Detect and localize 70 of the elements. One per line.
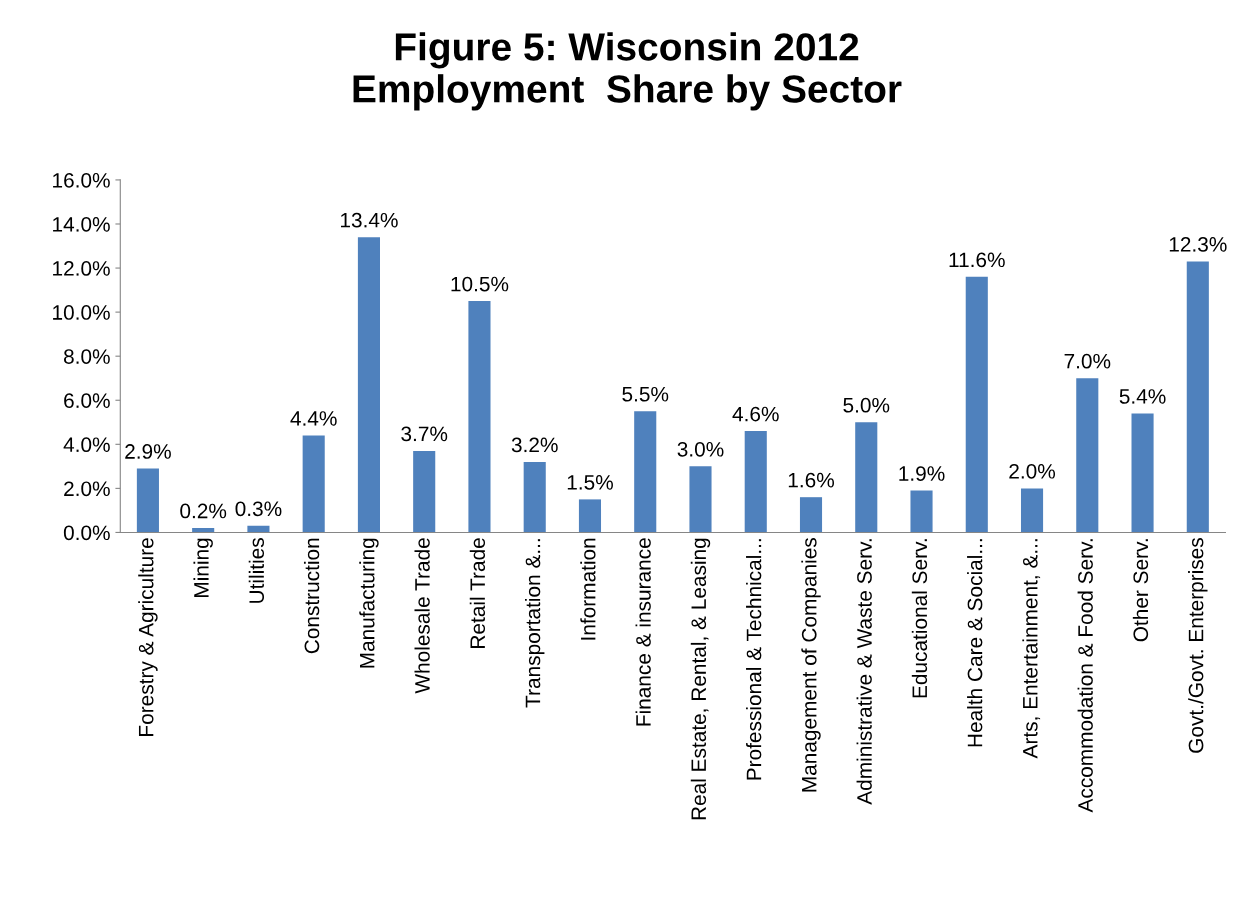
data-label: 12.3% [1169, 237, 1227, 252]
y-tick-label: 8.0% [63, 349, 110, 364]
data-label: 0.2% [180, 503, 227, 519]
data-label: 13.4% [341, 212, 398, 228]
y-tick-label: 6.0% [64, 393, 110, 408]
bar [634, 411, 657, 533]
bar [1076, 378, 1099, 533]
data-label: 5.4% [1119, 389, 1166, 404]
y-tick-label: 2.0% [64, 481, 110, 497]
data-label: 3.7% [401, 426, 448, 442]
x-tick-label: Construction [303, 538, 320, 654]
data-label: 5.0% [843, 397, 890, 413]
bar [413, 450, 436, 533]
y-tick-label: 12.0% [53, 261, 110, 276]
x-tick-label: Arts, Entertainment, &... [1022, 539, 1041, 759]
x-tick-label: Administrative & Waste Serv. [856, 539, 872, 805]
data-label: 1.6% [788, 472, 835, 488]
x-tick-label: Real Estate, Rental, & Leasing [690, 538, 711, 820]
data-label: 10.5% [451, 276, 509, 292]
bar [357, 237, 380, 533]
data-label: 1.9% [899, 466, 945, 481]
bar [192, 528, 215, 533]
bar [1020, 488, 1044, 533]
bar [689, 466, 712, 533]
y-tick-label: 16.0% [53, 172, 110, 188]
chart-title: Figure 5: Wisconsin 2012 Employment Share by Sector [353, 32, 902, 111]
bar [1186, 261, 1209, 533]
bar [799, 497, 823, 533]
x-tick-label: Finance & insurance [635, 538, 651, 726]
y-tick-label: 4.0% [63, 437, 110, 453]
y-tick-label: 0.0% [63, 525, 110, 541]
x-tick-label: Wholesale Trade [414, 538, 430, 694]
y-tick-label: 10.0% [53, 305, 110, 320]
x-tick-label: Educational Serv. [911, 539, 928, 698]
data-label: 4.6% [732, 406, 779, 422]
x-tick-label: Retail Trade [469, 538, 486, 648]
data-label: 7.0% [1064, 353, 1111, 369]
data-label: 1.5% [567, 475, 613, 490]
data-label: 4.4% [290, 411, 337, 426]
data-label: 3.0% [677, 441, 724, 457]
bar [1131, 413, 1154, 533]
bar [136, 468, 159, 533]
bar [468, 301, 491, 533]
data-label: 11.6% [949, 252, 1005, 268]
data-label: 2.0% [1009, 463, 1056, 479]
bar [910, 490, 933, 533]
x-tick-label: Transportation &... [525, 539, 545, 708]
bar [302, 435, 325, 533]
data-label: 2.9% [125, 444, 171, 459]
bar [578, 499, 602, 533]
bar [247, 525, 270, 533]
x-tick-label: Health Care & Social... [967, 539, 983, 747]
x-tick-label: Professional & Technical... [746, 539, 762, 780]
x-tick-label: Other Serv. [1132, 539, 1149, 642]
data-label: 3.2% [511, 437, 558, 453]
x-tick-label: Information [580, 538, 596, 640]
x-tick-label: Management of Companies [801, 538, 821, 792]
bar [855, 422, 878, 533]
bar [965, 276, 988, 533]
x-tick-label: Manufacturing [359, 538, 379, 668]
x-tick-label: Forestry & Agriculture [138, 538, 158, 736]
bar [744, 431, 767, 533]
y-tick-label: 14.0% [53, 216, 110, 232]
bar [523, 461, 546, 533]
x-tick-label: Mining [193, 538, 213, 597]
data-label: 0.3% [235, 501, 282, 517]
x-tick-label: Govt./Govt. Enterprises [1188, 538, 1208, 753]
x-tick-label: Utilities [248, 538, 265, 603]
data-label: 5.5% [622, 386, 669, 402]
x-tick-label: Accommodation & Food Serv. [1077, 539, 1093, 813]
